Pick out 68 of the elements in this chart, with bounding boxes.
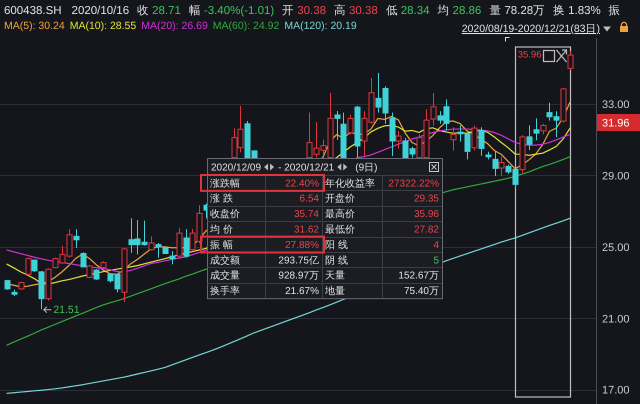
annotation: 开盘价 — [325, 192, 355, 205]
annotation: 地量 — [324, 285, 345, 298]
annotation: 涨跌幅 — [210, 177, 240, 190]
text: 开 — [282, 4, 294, 17]
text: 幅 — [188, 4, 201, 17]
text: 2020/10/16 — [72, 5, 130, 17]
annotation: 21.51 — [53, 304, 80, 316]
annotation: 换手率 — [210, 285, 240, 298]
y-tick-label: 25.00 — [602, 242, 630, 254]
text: 600438.SH — [4, 5, 62, 17]
text: 振 — [608, 4, 621, 17]
annotation: 天量 — [325, 270, 345, 282]
annotation: 75.40万 — [404, 286, 439, 298]
text: 高 — [334, 3, 346, 17]
text: 换 — [553, 4, 566, 17]
y-tick-label: 33.00 — [602, 99, 630, 112]
annotation: 152.67万 — [398, 270, 439, 282]
annotation: 22.40% — [285, 178, 320, 190]
annotation: 293.75亿 — [278, 255, 319, 266]
text: MA(60): 24.92 — [212, 20, 280, 32]
annotation: 928.97万 — [278, 270, 319, 282]
text: MA(5): 30.24 — [4, 20, 65, 32]
annotation: 35.74 — [294, 209, 320, 220]
annotation: 阳 线 — [325, 238, 348, 251]
annotation: 成交量 — [210, 270, 240, 282]
text: 28.34 — [400, 5, 430, 17]
annotation: 27.82 — [414, 224, 440, 236]
text: 30.38 — [297, 5, 326, 17]
y-tick-label: 17.00 — [602, 384, 630, 397]
annotation: 21.67% — [285, 286, 320, 298]
text: 28.86 — [452, 5, 482, 17]
annotation: 2020/12/09 — [211, 162, 262, 174]
text: 28.71 — [152, 5, 181, 17]
annotation: 最高价 — [325, 208, 355, 220]
annotation: 最低价 — [325, 224, 355, 236]
annotation: 涨 跌 — [210, 192, 233, 205]
annotation: 年化收益率 — [325, 177, 375, 190]
text: 低 — [386, 4, 398, 17]
text: 30.38 — [348, 5, 378, 17]
annotation: 6.54 — [300, 194, 320, 205]
annotation: - 2020/12/21 — [278, 162, 335, 174]
y-tick-label: 29.00 — [602, 170, 630, 182]
text: 2020/08/19-2020/12/21(83日) — [462, 23, 600, 35]
text: MA(10): 28.55 — [70, 20, 136, 32]
y-tick-label: 21.00 — [602, 313, 630, 326]
annotation: 35.96 — [414, 209, 440, 220]
annotation: 成交额 — [210, 254, 240, 266]
text: MA(120): 20.19 — [284, 20, 357, 32]
annotation: (9日) — [355, 162, 378, 174]
annotation: 35.96 — [518, 50, 542, 60]
annotation: 阴 线 — [325, 254, 348, 266]
text: 1.83% — [568, 5, 601, 17]
annotation: 振 幅 — [210, 238, 233, 251]
annotation: 收盘价 — [210, 208, 240, 220]
annotation: 27.88% — [285, 240, 320, 251]
annotation: 29.35 — [414, 194, 440, 205]
text: MA(20): 26.69 — [141, 20, 208, 32]
text: 78.28万 — [504, 4, 546, 17]
text: -3.40%(-1.01) — [204, 5, 274, 17]
annotation: 5 — [433, 255, 440, 266]
text: 量 — [489, 4, 502, 17]
annotation: 27322.22% — [388, 178, 440, 190]
annotation: 4 — [433, 240, 440, 251]
annotation: 均 价 — [209, 224, 233, 236]
text: 均 — [436, 4, 450, 17]
annotation: 31.62 — [294, 224, 320, 236]
text: 收 — [137, 4, 150, 17]
text: 31.96 — [602, 118, 630, 130]
